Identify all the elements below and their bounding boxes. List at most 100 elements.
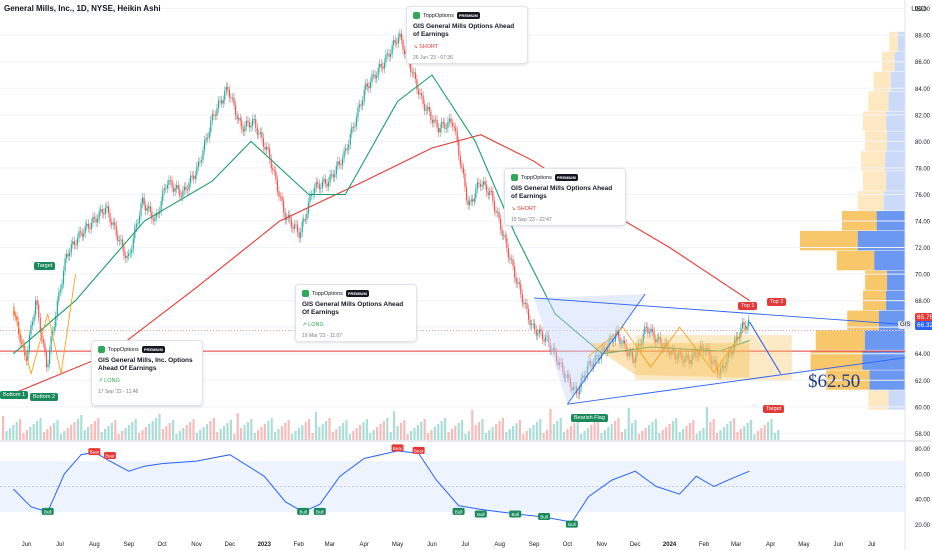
candle-body [597,354,599,360]
candle-body [596,354,598,356]
candle-body [670,350,672,355]
candle-body [478,182,480,184]
time-tick-label: Jul [461,542,469,548]
volume-bar [675,418,678,440]
idea-card[interactable]: ToppOptions PREMIUM GIS General Mills Opt… [504,168,626,226]
candle-body [455,127,457,131]
candle-body [61,283,63,290]
candle-body [695,352,697,357]
time-tick-label: 2024 [663,542,677,548]
candle-body [738,337,740,340]
candle-body [560,362,562,364]
candle-body [459,155,461,165]
candle-body [482,181,485,185]
volume-bar [685,426,688,440]
candle-body [614,333,616,342]
candle-body [270,158,272,169]
volume-bar [226,423,229,440]
candle-body [183,186,186,191]
volume-bar [53,423,56,440]
premium-badge: PREMIUM [554,174,578,181]
rsi-line [12,450,750,523]
volume-bar [661,430,664,440]
price-tick-label: 82.00 [915,113,931,119]
candle-body [145,205,147,211]
volume-profile-bar [888,91,905,111]
symbol-title: General Mills, Inc., 1D, NYSE, Heikin As… [4,4,161,13]
candle-body [641,343,643,346]
candle-body [599,358,601,360]
volume-bar [355,428,358,440]
price-tick-label: 72.00 [915,246,931,252]
idea-card[interactable]: ToppOptions PREMIUM GIS General Mills Opt… [406,6,528,64]
volume-bar [97,418,100,440]
direction-label: LONG [104,378,120,384]
candle-body [558,362,561,366]
candle-body [109,213,111,223]
candle-body [172,187,175,192]
candle-body [337,161,339,166]
volume-profile-bar [873,71,891,92]
candle-body [261,131,263,138]
candle-body [462,167,465,174]
rsi-tick-label: 60.00 [915,472,931,478]
volume-bar [83,430,86,440]
candle-body [171,180,173,188]
top-2-tag: Top 2 [767,298,787,306]
volume-bar [471,410,474,440]
candle-body [689,359,691,364]
candle-body [517,282,519,284]
volume-profile-bar [886,171,905,191]
volume-bar [712,419,715,440]
candle-body [506,237,508,248]
volume-bar [301,425,304,440]
volume-bar [117,434,120,440]
candle-body [81,232,83,237]
candle-body [675,353,677,360]
candle-body [368,86,370,89]
candle-body [203,140,206,151]
candle-body [469,201,471,206]
volume-bar [202,427,205,440]
candle-body [715,360,717,367]
candle-body [289,214,291,220]
bottom-1-tag: Bottom 1 [0,391,29,399]
candle-body [86,223,88,226]
candle-body [345,148,347,151]
candle-body [320,188,322,189]
candle-body [682,360,685,363]
idea-card[interactable]: ToppOptions PREMIUM GIS General Mills Opt… [295,284,417,342]
candle-body [310,195,313,196]
candle-body [190,175,192,183]
candle-body [438,127,440,133]
idea-direction: ↗ LONG [302,322,324,328]
volume-bar [22,433,25,440]
candle-body [434,119,437,121]
volume-bar [576,420,579,440]
idea-card[interactable]: ToppOptions PREMIUM GIS General Mills, In… [91,340,203,406]
candle-body [664,342,666,348]
candle-body [39,317,41,333]
candle-body [692,352,694,361]
price-label-blue: 66.32 [915,321,932,330]
candle-body [552,347,554,351]
volume-bar [93,421,96,440]
candle-body [174,188,176,192]
time-tick-label: Oct [563,542,573,548]
candle-body [678,352,680,358]
candle-body [490,191,492,192]
volume-bar [501,418,504,440]
volume-bar [25,430,28,440]
candle-body [679,352,682,354]
candle-body [287,214,289,218]
volume-bar [447,432,450,440]
volume-bar [586,428,589,440]
volume-bar [393,411,396,440]
candle-body [557,361,559,366]
candle-body [351,126,353,134]
candle-body [580,378,582,388]
volume-bar [668,424,671,440]
candle-body [577,393,579,395]
